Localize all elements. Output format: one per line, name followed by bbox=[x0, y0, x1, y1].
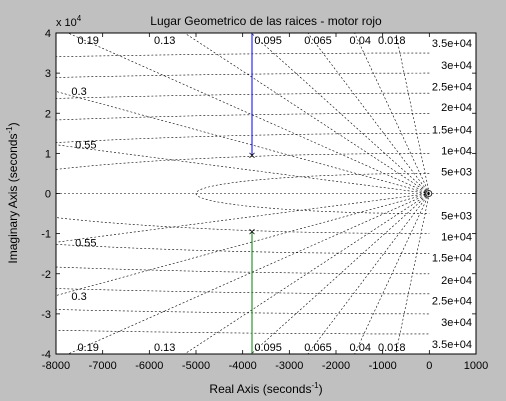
y-tick-label: 3 bbox=[45, 68, 51, 80]
x-tick-label: -5000 bbox=[182, 360, 210, 372]
frequency-label: 2e+04 bbox=[441, 102, 472, 114]
damping-label: 0.04 bbox=[350, 342, 371, 354]
wn-circle bbox=[195, 173, 430, 214]
damping-ray bbox=[184, 193, 430, 354]
x-tick-label: -6000 bbox=[135, 360, 163, 372]
damping-ray bbox=[56, 193, 430, 296]
zero-marker bbox=[425, 190, 433, 197]
damping-ray bbox=[67, 193, 430, 354]
frequency-label: 3e+04 bbox=[441, 317, 472, 329]
wn-circle bbox=[56, 153, 430, 234]
damping-label: 0.19 bbox=[77, 35, 98, 47]
damping-ray bbox=[395, 33, 430, 194]
pole-marker bbox=[249, 228, 255, 235]
frequency-label: 1.5e+04 bbox=[432, 124, 472, 136]
frequency-label: 2.5e+04 bbox=[432, 81, 472, 93]
x-tick-label: -1000 bbox=[369, 360, 397, 372]
x-tick-label: 1000 bbox=[464, 360, 488, 372]
frequency-label: 3e+04 bbox=[441, 60, 472, 72]
damping-label: 0.19 bbox=[77, 342, 98, 354]
damping-label: 0.3 bbox=[71, 86, 86, 98]
damping-label: 0.095 bbox=[254, 35, 282, 47]
y-axis-label: Imaginary Axis (seconds-1) bbox=[5, 122, 20, 263]
x-tick-label: -8000 bbox=[42, 360, 70, 372]
frequency-label: 2e+04 bbox=[441, 275, 472, 287]
y-tick-label: -3 bbox=[41, 309, 51, 321]
x-axis-label-sup: -1 bbox=[311, 381, 319, 390]
damping-ray bbox=[184, 33, 430, 194]
damping-label: 0.018 bbox=[378, 35, 406, 47]
damping-label: 0.018 bbox=[378, 342, 406, 354]
x-axis-label-close: ) bbox=[319, 382, 323, 396]
damping-ray bbox=[67, 33, 430, 194]
damping-ray bbox=[56, 91, 430, 194]
x-tick-label: -3000 bbox=[275, 360, 303, 372]
y-tick-label: 4 bbox=[45, 28, 51, 40]
damping-label: 0.095 bbox=[254, 342, 282, 354]
y-multiplier-exponent: 4 bbox=[77, 14, 82, 23]
frequency-label: 1e+04 bbox=[441, 231, 472, 243]
damping-ray bbox=[395, 193, 430, 354]
x-axis-label: Real Axis (seconds-1) bbox=[209, 381, 322, 396]
y-tick-label: -2 bbox=[41, 269, 51, 281]
x-tick-label: -2000 bbox=[322, 360, 350, 372]
damping-label: 0.04 bbox=[350, 35, 371, 47]
axis-ticks: 0.19 0.13 0.095 0.065 0.04 0.018 0.3 0.55 0.55 0.… bbox=[41, 28, 488, 372]
frequency-label: 2.5e+04 bbox=[432, 296, 472, 308]
damping-label: 0.3 bbox=[71, 291, 86, 303]
damping-ray bbox=[354, 193, 430, 354]
y-tick-label: -4 bbox=[41, 349, 51, 361]
damping-label: 0.55 bbox=[75, 140, 96, 152]
y-tick-label: 0 bbox=[45, 189, 51, 201]
damping-grid bbox=[56, 33, 476, 354]
frequency-label: 5e+03 bbox=[441, 211, 472, 223]
pole-stroke bbox=[249, 228, 255, 235]
pole-stroke bbox=[249, 152, 255, 159]
x-tick-label: -7000 bbox=[89, 360, 117, 372]
damping-label: 0.55 bbox=[75, 237, 96, 249]
y-axis-label-close: ) bbox=[6, 122, 20, 126]
frequency-label: 5e+03 bbox=[441, 166, 472, 178]
damping-label: 0.13 bbox=[154, 35, 175, 47]
y-multiplier: x 104 bbox=[56, 14, 82, 29]
damping-label: 0.13 bbox=[154, 342, 175, 354]
y-tick-label: -1 bbox=[41, 229, 51, 241]
chart-title: Lugar Geometrico de las raices - motor r… bbox=[150, 14, 382, 28]
x-tick-label: -4000 bbox=[229, 360, 257, 372]
y-tick-label: 1 bbox=[45, 148, 51, 160]
y-tick-label: 2 bbox=[45, 108, 51, 120]
frequency-label: 3.5e+04 bbox=[432, 38, 472, 50]
y-axis-label-sup: -1 bbox=[5, 126, 14, 134]
damping-label: 0.065 bbox=[304, 35, 332, 47]
damping-label: 0.065 bbox=[304, 342, 332, 354]
pole-marker bbox=[249, 152, 255, 159]
damping-ray bbox=[354, 33, 430, 194]
frequency-label: 1.5e+04 bbox=[432, 253, 472, 265]
frequency-label: 1e+04 bbox=[441, 146, 472, 158]
locus-series bbox=[249, 33, 433, 354]
x-tick-label: 0 bbox=[426, 360, 432, 372]
frequency-label: 3.5e+04 bbox=[432, 339, 472, 351]
